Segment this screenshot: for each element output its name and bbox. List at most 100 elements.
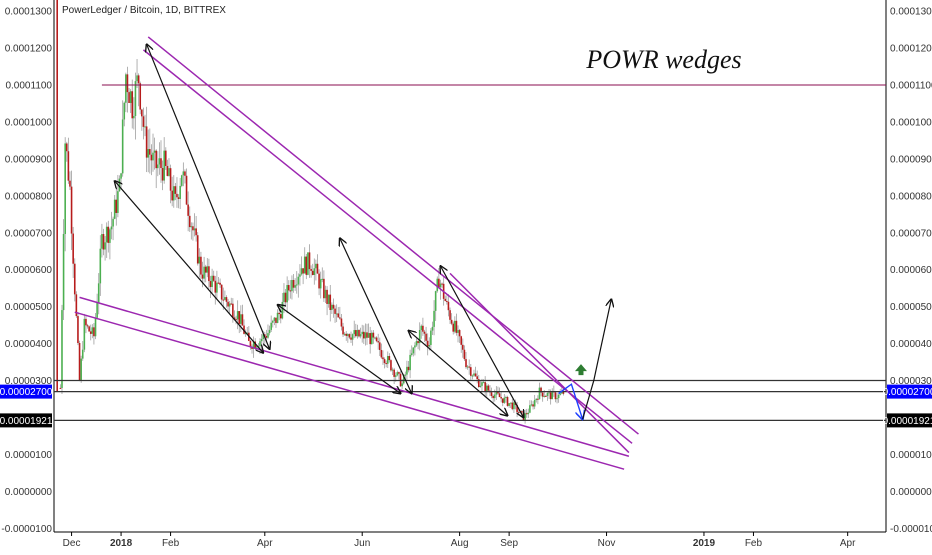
candle-body xyxy=(86,325,89,327)
candle-body xyxy=(104,242,106,250)
candle-body xyxy=(479,385,482,387)
right-price-scale: 0.0001300 0.0001200 0.0001100 0.0001000 0.00… xyxy=(890,7,932,535)
candle-body xyxy=(126,74,129,93)
candle-body xyxy=(176,193,178,198)
candle-body xyxy=(540,387,542,393)
candle-body xyxy=(169,168,172,191)
candle-body xyxy=(457,330,459,333)
candle-body xyxy=(83,318,86,350)
candle-body xyxy=(315,263,317,269)
candle-body xyxy=(297,276,300,285)
trend-arrow xyxy=(147,44,270,349)
candle-body xyxy=(356,329,359,337)
y-tick-label-right: 0.0000900 xyxy=(890,154,932,165)
trend-arrow xyxy=(340,238,412,393)
candle-body xyxy=(310,269,312,271)
candle-body xyxy=(385,363,387,365)
candle-body xyxy=(192,226,194,231)
candle-body xyxy=(284,292,287,303)
candle-body xyxy=(222,299,225,301)
candle-body xyxy=(556,398,558,400)
candle-body xyxy=(511,402,514,410)
candle-body xyxy=(302,268,304,274)
candle-body xyxy=(548,392,550,394)
candle-body xyxy=(367,333,370,338)
candle-body xyxy=(174,186,177,194)
candle-body xyxy=(363,331,365,339)
candle-body xyxy=(214,280,217,293)
current-price-badge-label-right: 0.00002700 xyxy=(883,387,932,398)
candle-body xyxy=(543,395,546,397)
candle-body xyxy=(145,126,148,158)
y-tick-label-right: 0.0001300 xyxy=(890,7,932,18)
candle-body xyxy=(455,320,458,333)
candle-body xyxy=(96,302,98,318)
candle-body xyxy=(321,278,324,280)
candle-body xyxy=(350,337,352,340)
candle-body xyxy=(128,92,130,104)
candle-body xyxy=(351,334,354,340)
candle-body xyxy=(559,393,562,395)
y-tick-label-right: 0.0001200 xyxy=(890,44,932,55)
candle-body xyxy=(430,330,432,345)
candle-body xyxy=(334,308,336,314)
candle-body xyxy=(81,349,84,359)
candle-body xyxy=(203,266,205,279)
candle-body xyxy=(529,405,531,413)
y-tick-label-left: 0.0001300 xyxy=(5,7,53,18)
candle-body xyxy=(281,301,284,319)
candle-body xyxy=(468,366,471,368)
candle-body xyxy=(286,285,288,303)
candle-body xyxy=(109,229,111,243)
candle-body xyxy=(337,313,340,318)
candle-body xyxy=(318,273,320,289)
candle-body xyxy=(121,119,124,174)
y-tick-label-right: 0.0000100 xyxy=(890,450,932,461)
y-tick-label-right: 0.0000300 xyxy=(890,376,932,387)
candle-body xyxy=(177,197,180,199)
candle-body xyxy=(278,312,280,315)
candle-body xyxy=(551,391,554,400)
candle-body xyxy=(372,332,375,338)
x-tick-label: Jun xyxy=(354,538,370,549)
candle-body xyxy=(382,357,384,360)
candle-body xyxy=(538,387,541,400)
candle-body xyxy=(378,342,381,350)
candle-body xyxy=(307,252,309,275)
candle-body xyxy=(270,322,272,330)
candle-body xyxy=(428,344,431,347)
target-price-badge-label-left: 0.00001921 xyxy=(0,416,53,427)
candle-body xyxy=(152,152,154,161)
candle-body xyxy=(383,359,386,364)
candle-body xyxy=(426,340,429,347)
candle-body xyxy=(195,228,197,236)
candle-body xyxy=(147,149,150,158)
y-tick-label-left: 0.0000800 xyxy=(5,191,53,202)
candle-body xyxy=(206,266,209,273)
candle-body xyxy=(129,91,132,104)
up-triangle-marker xyxy=(574,364,587,376)
candle-body xyxy=(196,235,199,264)
candle-body xyxy=(70,186,73,234)
x-tick-label: Feb xyxy=(745,538,763,549)
candle-body xyxy=(446,300,448,302)
candle-body xyxy=(498,393,501,398)
candle-body xyxy=(308,252,311,270)
candle-body xyxy=(105,226,108,243)
candle-body xyxy=(225,297,228,302)
plot-area: 0.00002700 0.00002700 0.00001921 0.00001921 xyxy=(0,0,932,470)
candle-body xyxy=(541,392,544,397)
candle-body xyxy=(561,391,563,394)
candle-body xyxy=(364,332,367,339)
candle-body xyxy=(460,336,463,345)
candle-body xyxy=(521,411,523,413)
candle-body xyxy=(386,356,389,364)
candle-body xyxy=(503,397,506,403)
time-scale: Dec 2018 Feb Apr Jun Aug Sep Nov 2019 Feb Apr xyxy=(63,532,856,549)
candle-body xyxy=(182,171,185,176)
y-tick-label-right: 0.0001000 xyxy=(890,117,932,128)
trend-arrow xyxy=(440,266,523,417)
candle-body xyxy=(131,91,134,119)
candle-body xyxy=(201,274,204,279)
